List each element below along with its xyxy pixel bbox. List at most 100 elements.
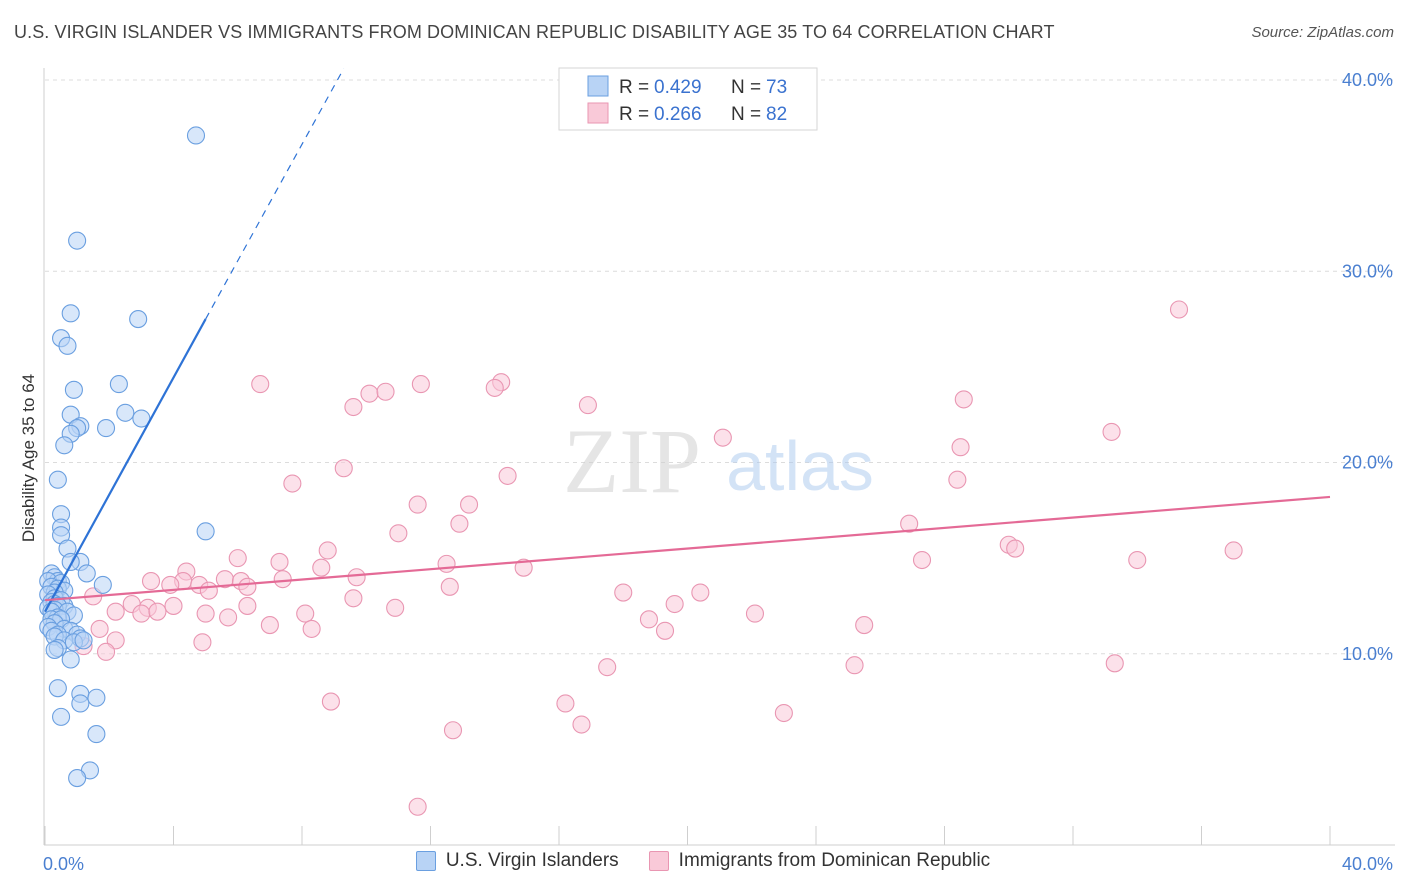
legend-swatch-blue <box>415 851 436 871</box>
legend-label-virgin-islanders: U.S. Virgin Islanders <box>445 850 619 871</box>
pink-point <box>485 378 504 397</box>
x-tick-label-max: 40.0% <box>1342 854 1393 874</box>
pink-point <box>321 692 340 711</box>
blue-point <box>96 419 116 438</box>
pink-point <box>655 621 675 640</box>
pink-point <box>855 616 874 635</box>
pink-point <box>1224 541 1243 560</box>
legend-pink-n-value: 82 <box>766 104 787 125</box>
blue-point <box>52 707 71 726</box>
pink-point <box>238 596 257 615</box>
pink-point <box>251 375 270 394</box>
pink-point <box>408 797 427 816</box>
pink-point <box>437 554 456 573</box>
pink-point <box>228 549 247 568</box>
pink-point <box>578 396 597 415</box>
blue-point <box>71 694 90 713</box>
pink-point <box>691 583 710 602</box>
pink-point <box>238 577 257 596</box>
legend-blue-r-label: R = <box>619 77 649 98</box>
blue-point <box>186 126 206 145</box>
pink-point <box>450 514 469 533</box>
blue-series-points <box>39 126 215 788</box>
blue-point <box>87 725 106 744</box>
blue-point <box>68 231 87 250</box>
pink-point <box>283 474 302 493</box>
pink-point <box>132 604 151 623</box>
pink-point <box>1102 422 1121 441</box>
y-tick-label: 20.0% <box>1342 453 1393 473</box>
pink-point <box>312 558 331 577</box>
blue-point <box>45 640 64 659</box>
pink-point <box>443 721 463 740</box>
pink-point <box>1128 550 1147 570</box>
pink-point <box>344 589 363 608</box>
pink-point <box>951 438 970 457</box>
pink-point <box>302 619 321 638</box>
pink-point <box>260 616 279 635</box>
legend-blue-n-label: N = <box>731 77 761 98</box>
legend-pink-r-label: R = <box>619 104 649 125</box>
blue-point <box>93 575 112 594</box>
pink-trend-line <box>44 495 1331 602</box>
blue-point <box>87 688 106 707</box>
pink-point <box>1006 539 1025 558</box>
watermark-atlas: atlas <box>726 427 874 505</box>
legend-pink-r-value: 0.266 <box>654 104 702 125</box>
pink-point <box>665 594 684 614</box>
pink-point <box>96 642 116 661</box>
pink-point <box>556 694 575 713</box>
blue-point <box>64 380 83 399</box>
y-axis-label: Disability Age 35 to 64 <box>19 374 38 542</box>
watermark-zip: ZIP <box>563 410 701 512</box>
pink-point <box>90 619 109 638</box>
pink-point <box>199 581 218 600</box>
pink-point <box>745 604 765 623</box>
pink-point <box>389 524 408 543</box>
legend-swatch-pink <box>648 851 669 871</box>
pink-point <box>572 715 591 734</box>
blue-point <box>68 769 87 788</box>
legend-item-virgin-islanders: U.S. Virgin Islanders <box>415 850 619 872</box>
blue-point <box>48 679 67 698</box>
legend-blue-r-value: 0.429 <box>654 77 702 98</box>
legend-label-dominican: Immigrants from Dominican Republic <box>678 850 991 871</box>
pink-point <box>900 514 919 533</box>
blue-point <box>61 304 80 323</box>
pink-point <box>408 495 427 514</box>
blue-point <box>77 564 96 583</box>
legend-item-dominican: Immigrants from Dominican Republic <box>648 850 991 872</box>
legend-top-swatch-blue <box>587 75 609 97</box>
pink-point <box>614 583 633 602</box>
blue-point <box>196 522 215 541</box>
pink-point <box>639 610 659 629</box>
y-tick-label: 40.0% <box>1342 70 1393 90</box>
blue-point <box>61 650 80 669</box>
blue-point <box>58 336 77 355</box>
legend-top-swatch-pink <box>587 102 609 124</box>
legend-blue-n-value: 73 <box>766 77 787 98</box>
legend-bottom: U.S. Virgin Islanders Immigrants from Do… <box>0 850 1406 872</box>
legend-pink-n-label: N = <box>731 104 761 125</box>
pink-point <box>360 384 379 403</box>
pink-point <box>164 596 183 615</box>
chart-title: U.S. VIRGIN ISLANDER VS IMMIGRANTS FROM … <box>14 22 1055 42</box>
blue-point <box>109 375 128 394</box>
pink-point <box>106 602 125 621</box>
pink-point <box>148 602 167 621</box>
blue-point <box>116 403 135 422</box>
pink-point <box>219 608 238 627</box>
pink-point <box>273 570 292 589</box>
legend-top: R = 0.429 N = 73 R = 0.266 N = 82 <box>558 67 818 131</box>
pink-point <box>774 703 793 723</box>
pink-point <box>411 375 430 394</box>
pink-point <box>141 572 161 591</box>
blue-trend-extension <box>205 68 345 320</box>
pink-point <box>344 397 363 417</box>
axes <box>43 68 1395 846</box>
pink-point <box>948 470 967 489</box>
blue-trend-line <box>44 318 207 613</box>
pink-point <box>845 656 864 675</box>
blue-point <box>55 436 74 455</box>
